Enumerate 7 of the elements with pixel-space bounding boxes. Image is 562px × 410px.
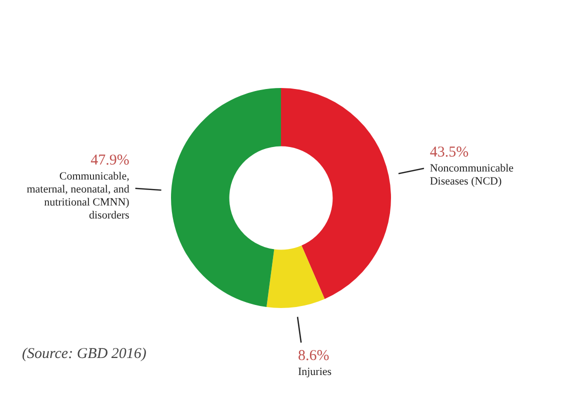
- slice-label: Communicable, maternal, neonatal, and nutritional CMNN) disorders: [26, 170, 130, 222]
- data-label: 47.9%: [90, 152, 130, 168]
- slice-label: Noncommunicable Diseases (NCD): [430, 162, 514, 188]
- data-label: 43.5%: [430, 144, 469, 161]
- text: (Source: GBD 2016): [22, 346, 146, 362]
- data-label: 8.6%: [298, 348, 330, 364]
- slice-label: Injuries: [298, 366, 332, 378]
